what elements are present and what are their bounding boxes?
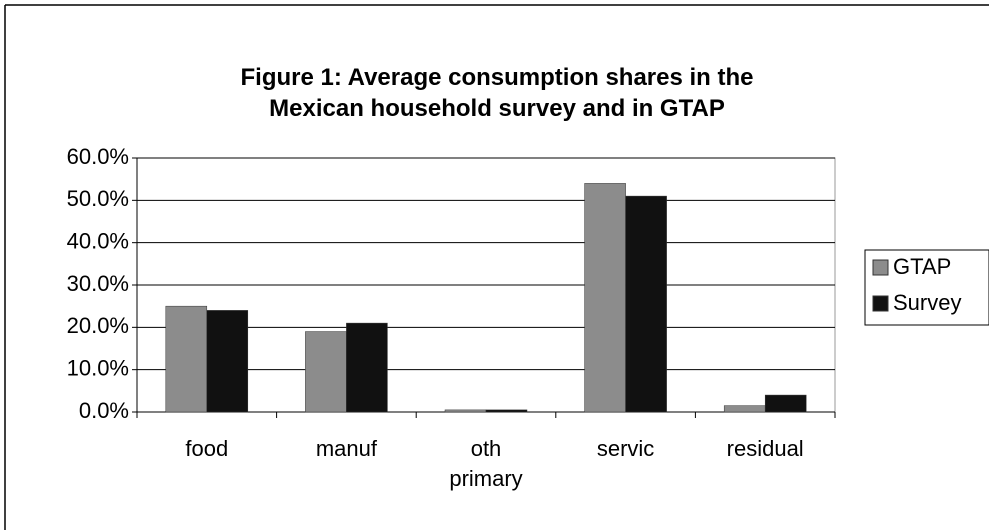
bar (444, 409, 487, 413)
legend-swatch (872, 295, 889, 312)
y-tick-label: 40.0% (67, 228, 129, 253)
legend-label: Survey (893, 290, 961, 315)
x-tick-label: oth primary (449, 436, 523, 491)
bar (485, 409, 528, 413)
legend-swatch (872, 259, 889, 276)
y-tick-label: 50.0% (67, 186, 129, 211)
legend-label: GTAP (893, 254, 951, 279)
x-tick-label: servic (596, 436, 655, 461)
bar (764, 394, 807, 413)
y-tick-label: 0.0% (79, 398, 129, 423)
y-tick-label: 60.0% (67, 144, 129, 169)
y-tick-label: 10.0% (67, 355, 129, 380)
bar (206, 310, 249, 413)
bar (625, 195, 667, 413)
y-tick-label: 30.0% (67, 271, 129, 296)
x-tick-label: manuf (315, 436, 377, 461)
bar (346, 322, 388, 413)
y-tick-label: 20.0% (67, 313, 129, 338)
bar (165, 305, 208, 413)
x-tick-label: residual (726, 436, 804, 461)
x-tick-label: food (185, 436, 229, 461)
chart-title: Figure 1: Average consumption shares in … (240, 64, 754, 122)
bar (584, 183, 626, 413)
bar (723, 405, 766, 413)
bar (305, 331, 347, 413)
legend-box (864, 249, 989, 326)
